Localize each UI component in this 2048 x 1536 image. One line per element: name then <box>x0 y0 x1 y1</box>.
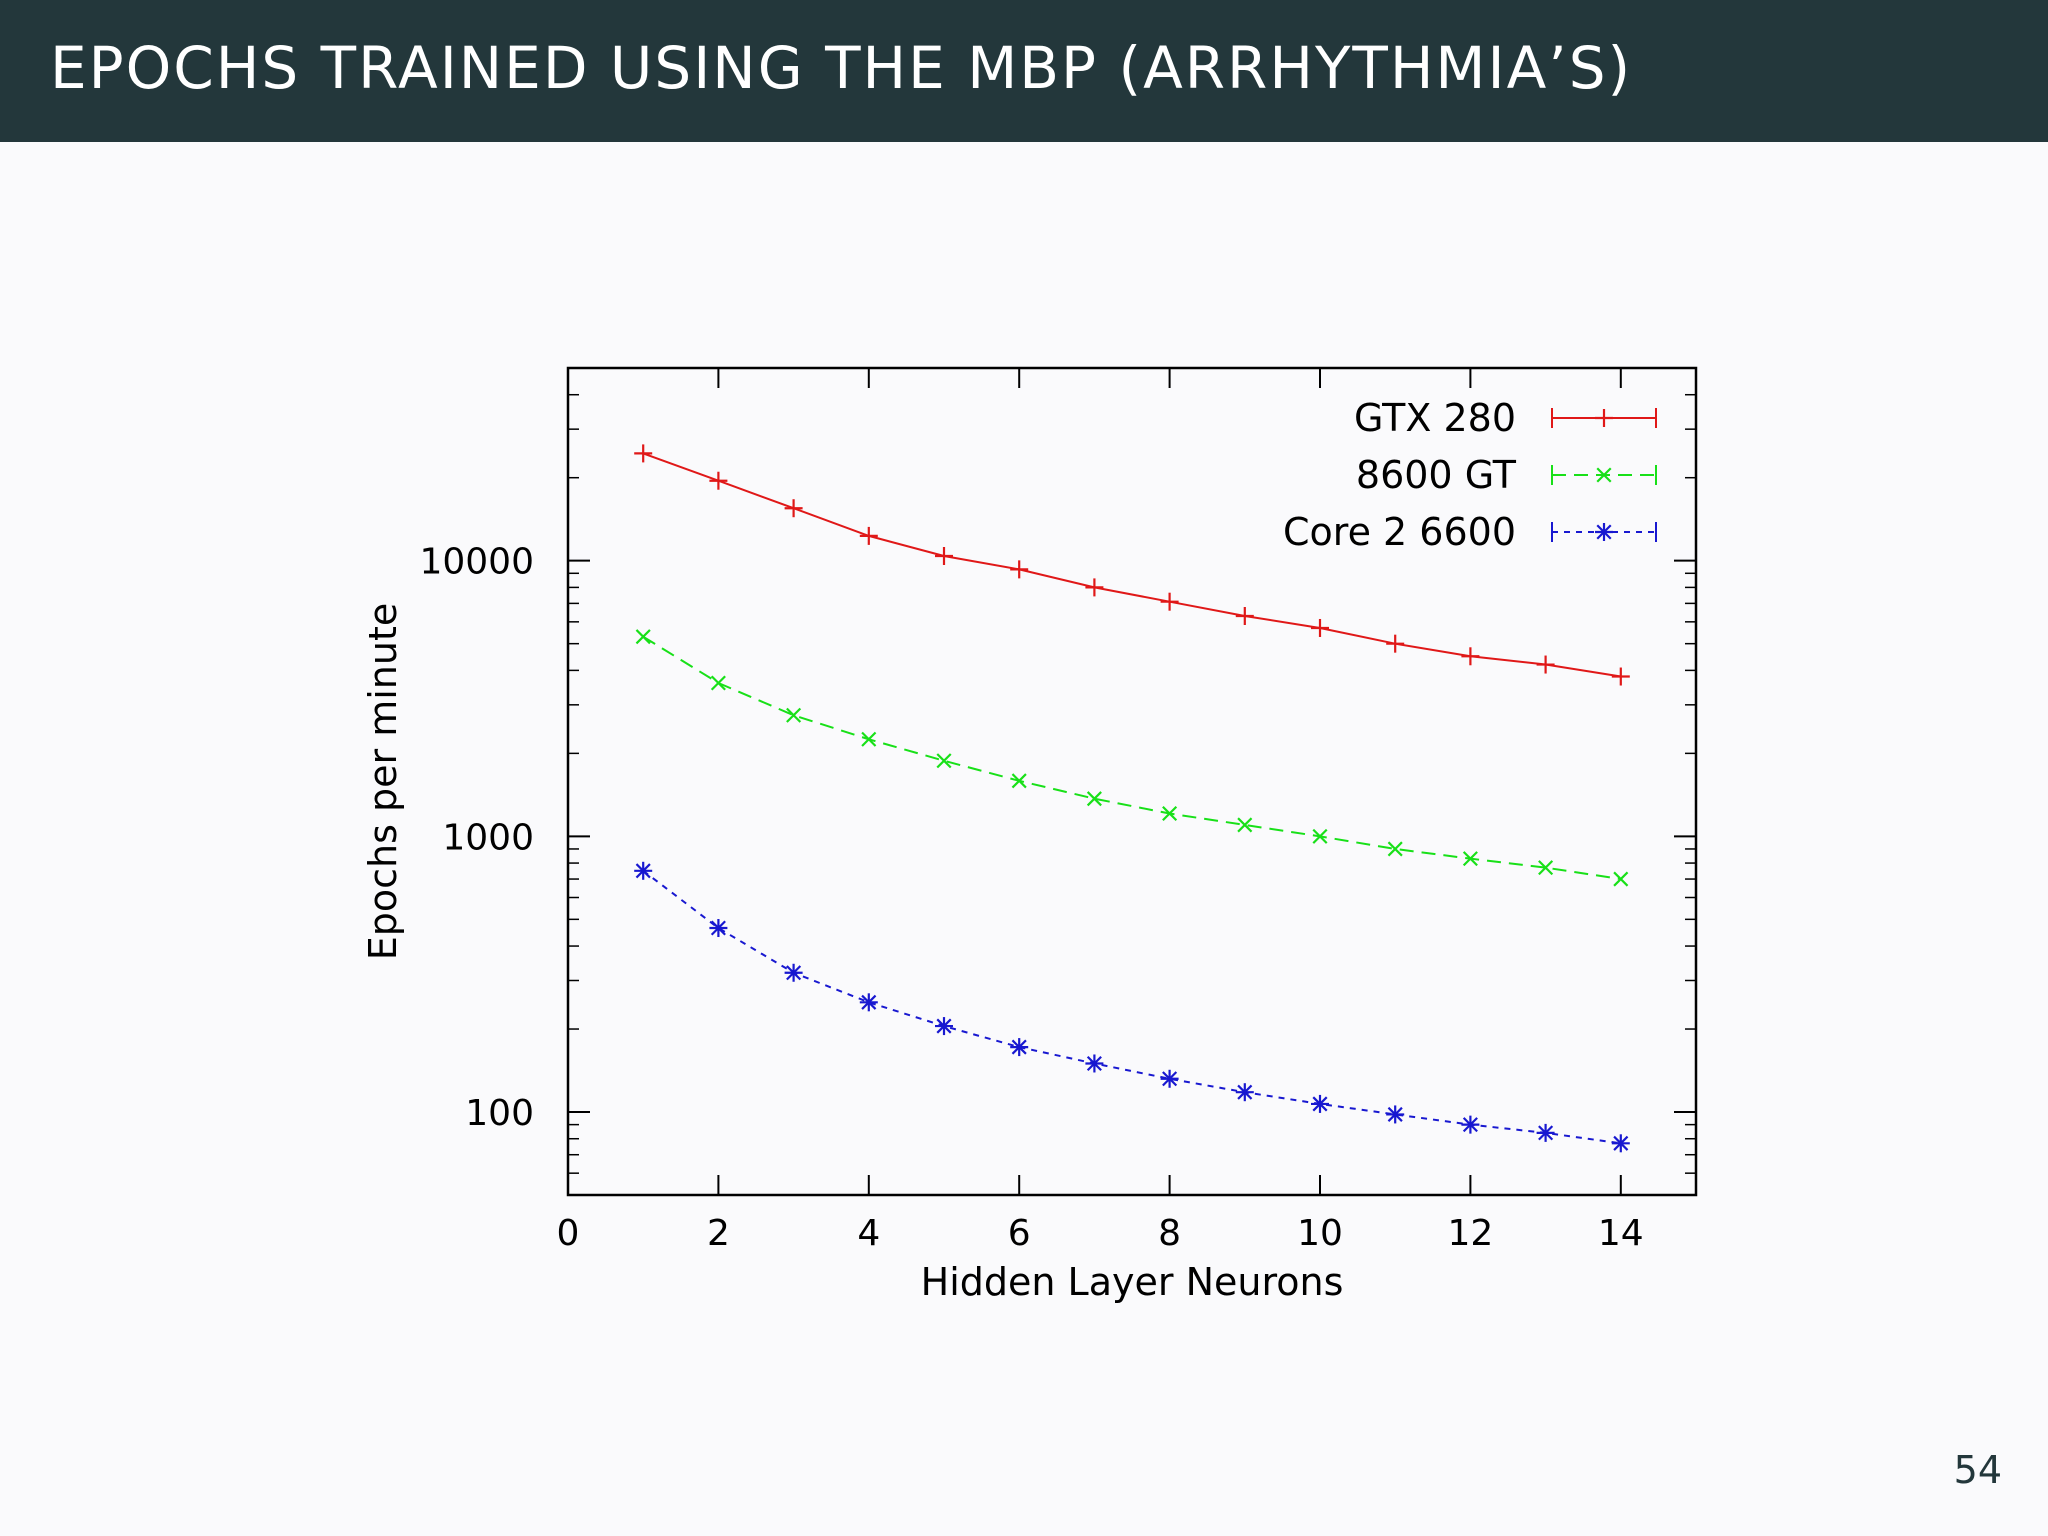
data-point <box>1010 1038 1029 1057</box>
data-point <box>1536 1123 1555 1142</box>
legend-marker <box>1596 467 1612 483</box>
data-point <box>635 629 651 645</box>
data-point <box>1461 647 1480 666</box>
data-point <box>1536 655 1555 674</box>
legend-label: Core 2 6600 <box>1283 510 1516 554</box>
x-tick-label: 14 <box>1598 1213 1644 1254</box>
data-point <box>1611 667 1630 686</box>
data-point <box>1311 618 1329 637</box>
legend-label: 8600 GT <box>1356 453 1517 497</box>
data-point <box>784 963 803 982</box>
data-point <box>861 731 877 747</box>
data-point <box>935 546 953 565</box>
legend-label: GTX 280 <box>1354 396 1516 440</box>
data-point <box>1160 1069 1179 1088</box>
y-tick-label: 10000 <box>419 542 534 583</box>
x-tick-label: 2 <box>707 1213 730 1254</box>
x-tick-label: 8 <box>1158 1213 1181 1254</box>
data-point <box>1085 1054 1104 1073</box>
legend-marker <box>1595 409 1613 427</box>
y-tick-label: 1000 <box>442 817 534 858</box>
plot-frame <box>566 366 1698 1197</box>
data-point <box>1311 1094 1329 1113</box>
data-point <box>634 444 653 463</box>
data-point <box>709 471 728 490</box>
slide-title: Epochs trained using the MBP (arrhythmia… <box>50 34 1633 102</box>
series-line <box>642 635 1621 881</box>
data-point <box>1312 828 1328 844</box>
data-point <box>1538 860 1554 876</box>
x-tick-label: 10 <box>1297 1213 1343 1254</box>
x-axis-label: Hidden Layer Neurons <box>921 1260 1344 1304</box>
data-point <box>1387 841 1403 857</box>
legend-marker <box>1595 523 1613 541</box>
data-point <box>1011 773 1027 789</box>
x-tick-label: 6 <box>1008 1213 1031 1254</box>
x-tick-label: 4 <box>857 1213 880 1254</box>
data-point <box>859 993 878 1012</box>
x-tick-label: 12 <box>1447 1213 1493 1254</box>
series-line <box>642 869 1621 1145</box>
data-point <box>784 499 803 518</box>
y-tick-label: 100 <box>465 1093 534 1134</box>
page-number: 54 <box>1953 1448 2002 1492</box>
series-line <box>642 452 1621 678</box>
data-point <box>710 675 726 691</box>
data-point <box>1386 1105 1405 1124</box>
title-bar: Epochs trained using the MBP (arrhythmia… <box>0 0 2048 142</box>
data-point <box>1462 851 1478 867</box>
data-point <box>1386 634 1405 653</box>
data-point <box>634 861 653 880</box>
data-point <box>1160 592 1179 611</box>
data-point <box>1611 1134 1630 1153</box>
x-tick-label: 0 <box>557 1213 580 1254</box>
data-point <box>1461 1115 1480 1134</box>
data-point <box>859 526 878 545</box>
data-point <box>1235 1083 1254 1102</box>
data-point <box>1235 606 1254 625</box>
data-point <box>1613 871 1629 887</box>
data-point <box>1010 560 1029 579</box>
data-point <box>936 753 952 769</box>
data-point <box>709 919 728 938</box>
data-point <box>1162 806 1178 822</box>
data-point <box>786 707 802 723</box>
data-point <box>1086 791 1102 807</box>
data-point <box>1237 817 1253 833</box>
y-axis-label: Epochs per minute <box>361 603 405 960</box>
data-point <box>935 1017 953 1036</box>
data-point <box>1085 578 1104 597</box>
